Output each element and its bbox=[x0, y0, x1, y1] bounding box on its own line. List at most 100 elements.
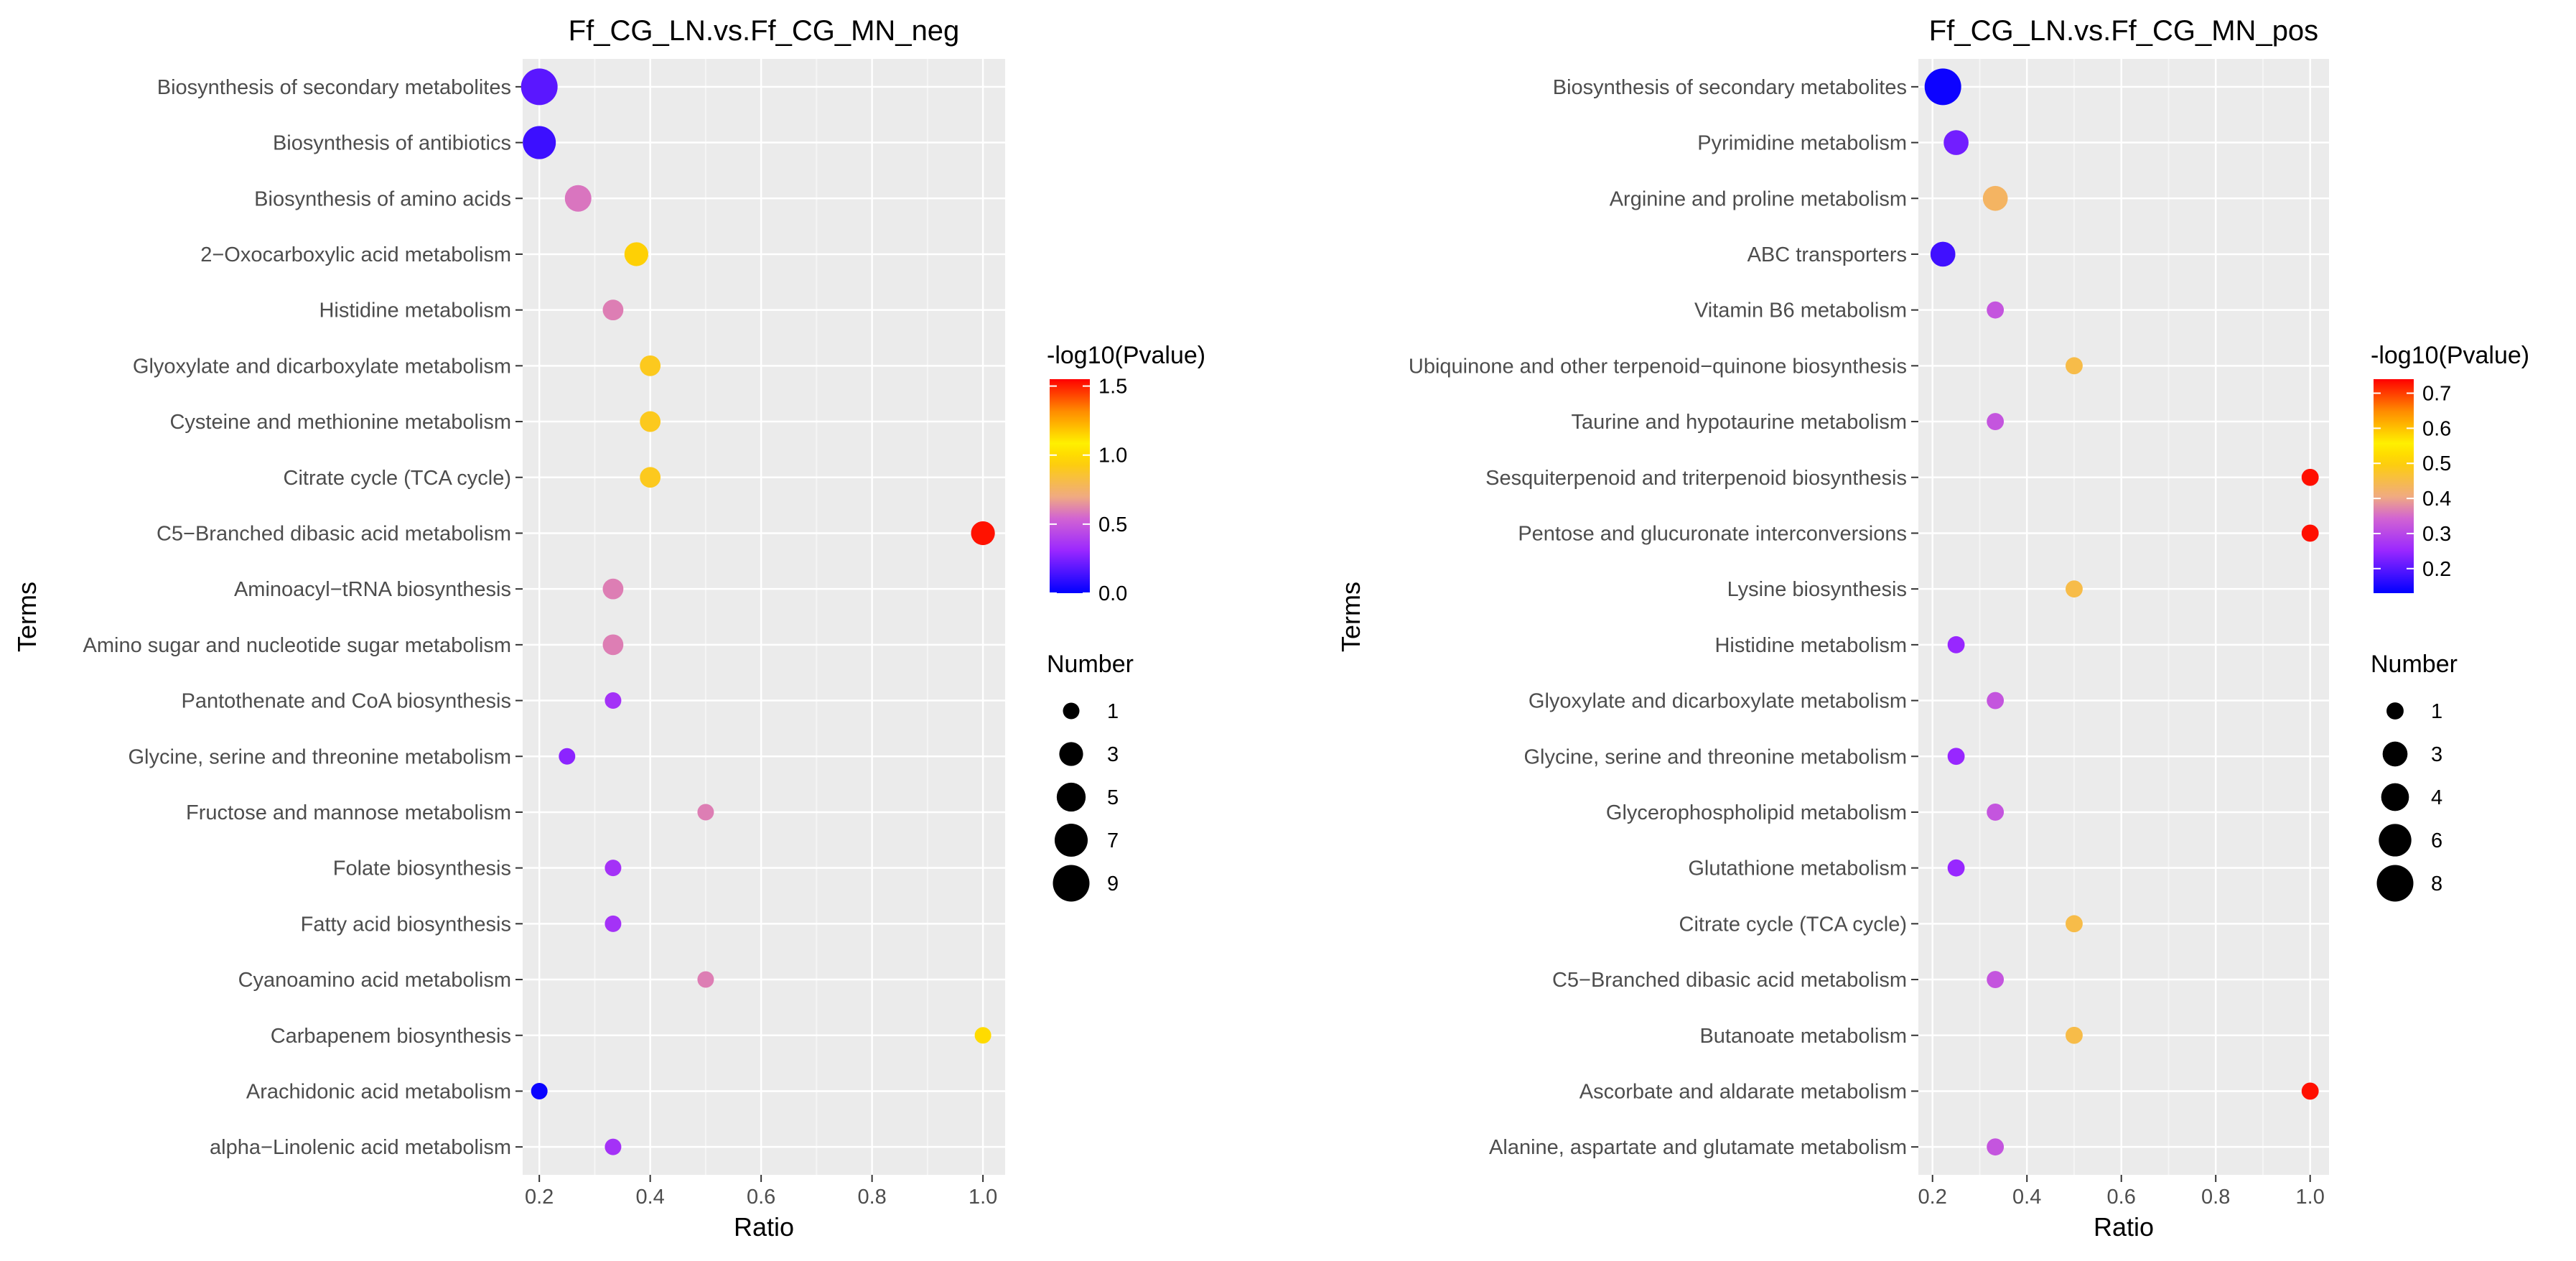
colorbar-tick-label: 0.3 bbox=[2422, 523, 2451, 546]
bubble-point bbox=[1987, 1138, 2005, 1156]
term-label: Biosynthesis of amino acids bbox=[254, 187, 511, 210]
term-label: Histidine metabolism bbox=[319, 299, 511, 322]
x-tick-label: 0.2 bbox=[1918, 1186, 1947, 1209]
size-legend-label: 9 bbox=[1107, 873, 1119, 895]
bubble-point bbox=[523, 126, 556, 159]
bubble-point bbox=[2301, 1082, 2319, 1100]
bubble-point bbox=[1987, 301, 2005, 319]
bubble-point bbox=[1947, 859, 1965, 877]
size-legend-key bbox=[2382, 741, 2408, 767]
bubble-point bbox=[602, 634, 624, 656]
term-label: alpha−Linolenic acid metabolism bbox=[210, 1136, 511, 1159]
bubble-point bbox=[697, 804, 714, 821]
term-label: Sesquiterpenoid and triterpenoid biosynt… bbox=[1485, 467, 1907, 490]
size-legend-key bbox=[1053, 865, 1090, 902]
size-legend-key bbox=[2376, 865, 2414, 902]
bubble-point bbox=[605, 915, 622, 932]
colorbar bbox=[1050, 379, 1090, 593]
x-axis-title: Ratio bbox=[734, 1212, 794, 1242]
color-legend-title: -log10(Pvalue) bbox=[1047, 342, 1205, 369]
term-label: Carbapenem biosynthesis bbox=[271, 1025, 511, 1048]
plot-panel bbox=[523, 59, 1005, 1175]
bubble-chart-pos: Ff_CG_LN.vs.Ff_CG_MN_pos 0.2 0.4 0.6 0.8 1.0 B… bbox=[1336, 15, 2529, 1242]
colorbar-tick-label: 0.0 bbox=[1098, 582, 1127, 605]
colorbar-tick-label: 0.7 bbox=[2422, 383, 2451, 406]
size-legend-key bbox=[1063, 702, 1080, 720]
size-legend-label: 1 bbox=[2431, 700, 2442, 723]
term-label: Citrate cycle (TCA cycle) bbox=[1679, 913, 1907, 936]
term-label: 2−Oxocarboxylic acid metabolism bbox=[200, 243, 511, 266]
size-legend-title: Number bbox=[2371, 651, 2458, 678]
x-tick-label: 0.8 bbox=[857, 1186, 886, 1209]
colorbar-tick-label: 1.0 bbox=[1098, 445, 1127, 467]
bubble-point bbox=[531, 1082, 548, 1099]
x-tick-label: 0.4 bbox=[2012, 1186, 2041, 1209]
y-axis-title: Terms bbox=[12, 582, 42, 652]
size-legend-key bbox=[2381, 783, 2409, 811]
bubble-point bbox=[1947, 748, 1965, 766]
size-legend-label: 1 bbox=[1107, 700, 1119, 723]
term-label: Glycerophospholipid metabolism bbox=[1606, 801, 1907, 824]
size-legend-label: 3 bbox=[1107, 743, 1119, 766]
colorbar-tick-label: 1.5 bbox=[1098, 376, 1127, 399]
bubble-point bbox=[1982, 185, 2008, 211]
size-legend-label: 7 bbox=[1107, 829, 1119, 852]
x-tick-label: 0.2 bbox=[525, 1186, 554, 1209]
term-label: Vitamin B6 metabolism bbox=[1694, 299, 1907, 322]
bubble-point bbox=[1947, 636, 1965, 653]
x-tick-label: 0.6 bbox=[2107, 1186, 2136, 1209]
term-label: Fatty acid biosynthesis bbox=[301, 913, 511, 936]
bubble-point bbox=[640, 355, 661, 376]
term-label: Glycine, serine and threonine metabolism bbox=[128, 745, 511, 768]
bubble-point bbox=[2066, 1026, 2083, 1044]
y-axis-title: Terms bbox=[1336, 582, 1366, 652]
bubble-point bbox=[1987, 804, 2005, 821]
term-label: Biosynthesis of secondary metabolites bbox=[157, 76, 511, 99]
term-label: Taurine and hypotaurine metabolism bbox=[1572, 411, 1908, 434]
bubble-point bbox=[971, 521, 995, 546]
colorbar bbox=[2374, 379, 2414, 593]
bubble-point bbox=[1987, 971, 2005, 988]
colorbar-tick-label: 0.2 bbox=[2422, 558, 2451, 581]
bubble-point bbox=[602, 578, 624, 600]
bubble-point bbox=[559, 748, 576, 765]
term-label: Pyrimidine metabolism bbox=[1697, 132, 1907, 155]
size-legend-key bbox=[2386, 702, 2404, 720]
bubble-point bbox=[602, 299, 624, 321]
bubble-point bbox=[697, 971, 714, 988]
bubble-point bbox=[605, 1138, 622, 1155]
bubble-point bbox=[1987, 413, 2005, 430]
term-label: Arachidonic acid metabolism bbox=[246, 1080, 511, 1103]
term-label: Ubiquinone and other terpenoid−quinone b… bbox=[1409, 355, 1907, 378]
x-tick-label: 0.8 bbox=[2201, 1186, 2230, 1209]
size-legend-label: 3 bbox=[2431, 743, 2442, 766]
bubble-point bbox=[2301, 468, 2319, 486]
bubble-point bbox=[521, 68, 558, 106]
chart-title: Ff_CG_LN.vs.Ff_CG_MN_neg bbox=[569, 15, 960, 47]
term-label: Fructose and mannose metabolism bbox=[186, 801, 511, 824]
bubble-point bbox=[624, 242, 648, 266]
bubble-point bbox=[974, 1027, 991, 1044]
term-label: Amino sugar and nucleotide sugar metabol… bbox=[83, 634, 511, 657]
bubble-point bbox=[564, 185, 592, 212]
size-legend-key bbox=[2379, 824, 2412, 857]
bubble-point bbox=[1924, 68, 1961, 106]
size-legend-title: Number bbox=[1047, 651, 1134, 678]
term-label: Folate biosynthesis bbox=[333, 857, 511, 880]
term-label: Biosynthesis of secondary metabolites bbox=[1553, 76, 1907, 99]
size-legend-key bbox=[1059, 742, 1083, 766]
term-label: Pantothenate and CoA biosynthesis bbox=[182, 690, 512, 713]
term-label: C5−Branched dibasic acid metabolism bbox=[157, 522, 511, 545]
x-tick-label: 1.0 bbox=[969, 1186, 997, 1209]
chart-title: Ff_CG_LN.vs.Ff_CG_MN_pos bbox=[1929, 15, 2318, 47]
color-legend-title: -log10(Pvalue) bbox=[2371, 342, 2529, 369]
bubble-point bbox=[640, 411, 661, 432]
bubble-point bbox=[1987, 692, 2005, 709]
colorbar-tick-label: 0.6 bbox=[2422, 417, 2451, 440]
x-tick-label: 0.6 bbox=[747, 1186, 775, 1209]
term-label: Lysine biosynthesis bbox=[1727, 578, 1907, 601]
term-label: Butanoate metabolism bbox=[1699, 1025, 1907, 1048]
term-label: Ascorbate and aldarate metabolism bbox=[1579, 1080, 1907, 1103]
colorbar-tick-label: 0.5 bbox=[2422, 452, 2451, 475]
